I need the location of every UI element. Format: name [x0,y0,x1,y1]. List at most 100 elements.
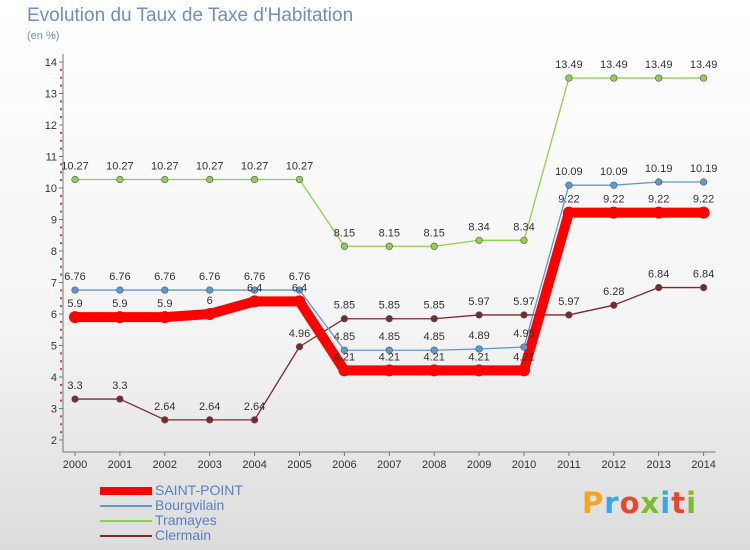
logo-letter: P [582,486,605,520]
data-point [251,175,259,184]
y-tick-label: 12 [45,120,57,132]
x-tick-label: 2006 [332,459,356,471]
y-tick-label: 5 [51,341,57,353]
y-minor-tick [60,265,62,268]
data-label: 3.3 [112,380,127,392]
data-label: 6.84 [648,269,669,281]
y-minor-tick [60,194,62,197]
data-point [338,364,351,377]
data-label: 4.21 [379,351,400,363]
data-point [699,178,708,186]
data-point [206,416,214,424]
data-label: 6.76 [64,271,85,283]
data-label: 6.4 [292,282,307,294]
data-point [340,315,349,323]
data-label: 6.76 [154,271,175,283]
data-label: 2.64 [244,401,265,413]
y-tick-label: 11 [46,152,57,164]
data-label: 6 [207,295,213,307]
data-label: 8.34 [468,221,489,233]
data-label: 13.49 [690,59,718,71]
data-point [428,364,441,377]
data-point [520,236,528,244]
data-point [385,346,393,354]
legend-swatch [100,487,152,495]
data-point [340,346,349,354]
y-minor-tick [60,171,62,174]
data-point [293,295,306,308]
data-point [295,286,304,294]
data-label: 5.9 [67,298,82,310]
data-point [473,364,486,377]
data-label: 9.22 [648,194,669,206]
logo-letter: x [640,486,661,520]
data-label: 6.76 [109,271,130,283]
y-minor-tick [60,100,62,103]
data-point [206,286,214,294]
y-minor-tick [60,131,62,134]
data-point [116,395,124,403]
y-minor-tick [60,383,62,386]
data-point [655,74,663,82]
y-minor-tick [60,431,62,434]
data-label: 13.49 [645,59,673,71]
chart-series-points [69,74,710,424]
data-point [158,311,171,324]
x-tick-label: 2010 [512,459,536,471]
data-point [385,242,393,250]
y-tick-label: 4 [51,372,57,384]
data-label: 6.84 [693,269,714,281]
y-tick-label: 10 [45,183,57,195]
data-point [562,206,575,219]
y-minor-tick [60,320,62,323]
data-label: 5.85 [334,300,355,312]
x-tick-label: 2014 [691,459,715,471]
data-point [295,343,304,351]
data-label: 13.49 [555,59,583,71]
data-point [71,175,79,184]
data-point [71,286,79,294]
y-minor-tick [60,234,62,237]
y-tick-label: 7 [51,278,57,290]
data-point [610,74,618,82]
y-minor-tick [60,116,62,119]
data-label: 8.15 [379,227,400,239]
data-label: 4.96 [289,328,310,340]
y-minor-tick [60,289,62,292]
data-label: 10.19 [690,163,718,175]
data-label: 5.85 [423,300,444,312]
data-point [248,295,261,308]
logo-letter: t [671,486,687,520]
x-tick-label: 2011 [557,459,581,471]
logo-letter: o [619,486,641,520]
data-label: 4.21 [513,351,534,363]
data-point [610,181,618,189]
data-label: 6.76 [199,271,220,283]
data-point [340,242,349,250]
y-minor-tick [60,415,62,418]
y-minor-tick [60,352,62,355]
y-minor-tick [60,163,62,166]
chart-unit-label: (en %) [27,30,60,42]
data-label: 10.09 [555,166,583,178]
data-point [652,206,665,219]
legend-label: Clermain [155,527,212,543]
data-label: 8.15 [334,227,355,239]
data-label: 4.85 [379,331,400,343]
data-label: 6.4 [247,282,262,294]
y-minor-tick [60,305,62,308]
data-point [69,311,81,324]
data-label: 2.64 [154,401,175,413]
data-label: 4.21 [423,351,444,363]
data-point [71,395,79,403]
y-minor-tick [60,139,62,142]
y-minor-tick [60,391,62,394]
x-tick-label: 2005 [287,459,311,471]
data-point [161,416,169,424]
series-line-bourgvilain [74,181,705,351]
y-minor-tick [60,108,62,111]
y-minor-tick [60,76,62,79]
data-label: 4.85 [334,331,355,343]
y-tick-label: 3 [51,404,57,416]
data-point [430,242,438,250]
